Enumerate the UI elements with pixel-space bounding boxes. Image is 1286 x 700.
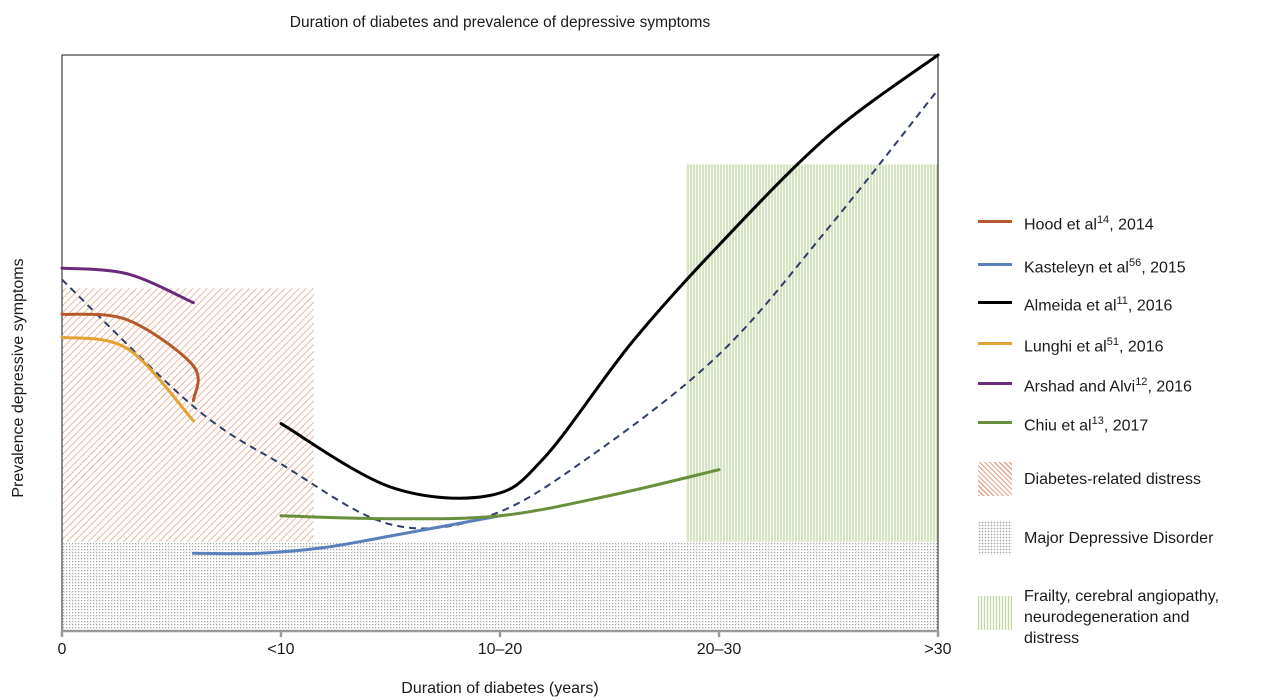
series-line-1 bbox=[191, 514, 502, 556]
legend-item: Almeida et al11, 2016 bbox=[978, 291, 1172, 316]
series-line-3 bbox=[60, 335, 195, 423]
series-line-2 bbox=[279, 53, 940, 500]
legend-label: Frailty, cerebral angiopathy, neurodegen… bbox=[1024, 588, 1220, 647]
legend-label: Lunghi et al51, 2016 bbox=[1024, 336, 1164, 356]
trend-line bbox=[61, 88, 939, 530]
chart-title: Duration of diabetes and prevalence of d… bbox=[289, 14, 711, 31]
y-axis-title: Prevalence depressive symptoms bbox=[10, 258, 27, 498]
legend-item: Frailty, cerebral angiopathy, neurodegen… bbox=[978, 586, 1219, 649]
legend-swatch bbox=[978, 462, 1012, 496]
x-tick-label: >30 bbox=[924, 641, 952, 658]
legend-item: Chiu et al13, 2017 bbox=[978, 411, 1148, 436]
legend-label: Almeida et al11, 2016 bbox=[1024, 295, 1173, 315]
series-line-5 bbox=[279, 468, 721, 521]
legend-item: Kasteleyn et al56, 2015 bbox=[978, 253, 1186, 278]
shaded-regions bbox=[62, 164, 938, 631]
legend-label: Arshad and Alvi12, 2016 bbox=[1024, 376, 1192, 396]
x-axis-title: Duration of diabetes (years) bbox=[401, 680, 599, 697]
legend-item: Lunghi et al51, 2016 bbox=[978, 332, 1163, 357]
legend-swatch bbox=[978, 263, 1012, 266]
x-tick-label: <10 bbox=[267, 641, 295, 658]
x-tick-label: 10–20 bbox=[477, 641, 523, 658]
legend-label: Kasteleyn et al56, 2015 bbox=[1024, 257, 1186, 277]
legend-label: Chiu et al13, 2017 bbox=[1024, 415, 1149, 435]
legend-item: Diabetes-related distress bbox=[978, 462, 1201, 496]
legend-label: Major Depressive Disorder bbox=[1024, 530, 1214, 547]
legend-item: Hood et al14, 2014 bbox=[978, 210, 1154, 235]
legend-swatch bbox=[978, 220, 1012, 223]
series-lines bbox=[60, 53, 940, 556]
legend-swatch bbox=[978, 421, 1012, 424]
legend-swatch bbox=[978, 342, 1012, 345]
legend-swatch bbox=[978, 521, 1012, 555]
region-dots bbox=[62, 541, 938, 631]
legend-label: Hood et al14, 2014 bbox=[1024, 214, 1154, 234]
series-line-0 bbox=[60, 312, 200, 403]
legend-swatch bbox=[978, 301, 1012, 304]
legend-swatch bbox=[978, 382, 1012, 385]
series-line-4 bbox=[60, 266, 195, 305]
x-tick-label: 0 bbox=[57, 641, 67, 658]
x-axis-ticks bbox=[60, 631, 940, 637]
legend-item: Major Depressive Disorder bbox=[978, 521, 1213, 555]
region-vertical bbox=[686, 164, 938, 542]
x-tick-label: 20–30 bbox=[696, 641, 742, 658]
legend-item: Arshad and Alvi12, 2016 bbox=[978, 372, 1192, 397]
legend-label: Diabetes-related distress bbox=[1024, 471, 1201, 488]
legend-swatch bbox=[978, 596, 1012, 630]
